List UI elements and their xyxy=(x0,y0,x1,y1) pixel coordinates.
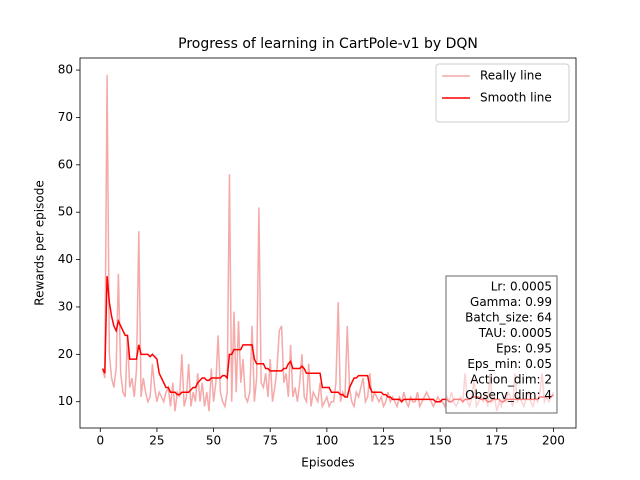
y-tick-label: 30 xyxy=(58,299,73,313)
annotation-line: Action_dim: 2 xyxy=(470,373,552,387)
y-axis-label: Rewards per episode xyxy=(33,180,47,305)
annotation-line: TAU: 0.0005 xyxy=(478,326,552,340)
x-tick-label: 25 xyxy=(149,434,164,448)
legend-label: Smooth line xyxy=(480,91,552,105)
y-tick-label: 70 xyxy=(58,110,73,124)
y-tick-label: 50 xyxy=(58,205,73,219)
legend-box xyxy=(435,63,570,123)
annotation-line: Eps_min: 0.05 xyxy=(467,357,552,371)
x-axis-label: Episodes xyxy=(301,456,354,470)
x-tick-label: 125 xyxy=(372,434,395,448)
x-tick-label: 150 xyxy=(429,434,452,448)
y-tick-label: 20 xyxy=(58,347,73,361)
x-tick-label: 50 xyxy=(206,434,221,448)
y-tick-label: 40 xyxy=(58,252,73,266)
plot-frame xyxy=(79,57,577,429)
y-tick-label: 80 xyxy=(58,63,73,77)
legend-label: Really line xyxy=(480,69,542,83)
chart-title: Progress of learning in CartPole-v1 by D… xyxy=(178,36,478,52)
y-tick-label: 10 xyxy=(58,394,73,408)
y-tick-label: 60 xyxy=(58,157,73,171)
annotation-line: Gamma: 0.99 xyxy=(470,295,552,309)
annotation-line: Eps: 0.95 xyxy=(496,342,552,356)
x-tick-label: 200 xyxy=(542,434,565,448)
x-tick-label: 100 xyxy=(315,434,338,448)
x-tick-label: 0 xyxy=(96,434,104,448)
x-tick-label: 175 xyxy=(485,434,508,448)
x-tick-label: 75 xyxy=(263,434,278,448)
annotation-line: Lr: 0.0005 xyxy=(491,280,552,294)
annotation-line: Batch_size: 64 xyxy=(465,311,552,325)
annotation-box xyxy=(445,275,558,414)
annotation-line: Observ_dim: 4 xyxy=(465,388,552,402)
